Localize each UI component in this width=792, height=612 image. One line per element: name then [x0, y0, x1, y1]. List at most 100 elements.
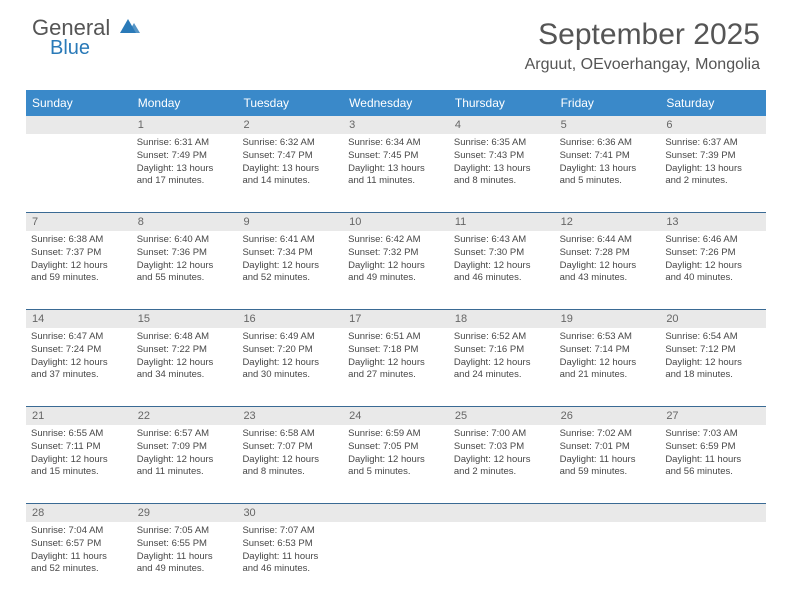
day-number: 5 [555, 116, 661, 134]
day-info-line: Sunset: 7:36 PM [137, 247, 233, 260]
day-number: 24 [343, 407, 449, 425]
day-info-line: Sunrise: 7:00 AM [454, 428, 550, 441]
day-info-line: Sunrise: 7:04 AM [31, 525, 127, 538]
day-cell: Sunrise: 6:40 AMSunset: 7:36 PMDaylight:… [132, 231, 238, 309]
day-number: 17 [343, 310, 449, 328]
day-info-line: Sunrise: 6:48 AM [137, 331, 233, 344]
day-info-line: Sunset: 7:07 PM [242, 441, 338, 454]
day-info-line: Sunset: 6:57 PM [31, 538, 127, 551]
day-cell: Sunrise: 6:55 AMSunset: 7:11 PMDaylight:… [26, 425, 132, 503]
day-number: 8 [132, 213, 238, 231]
day-info-line: Daylight: 12 hours [665, 357, 761, 370]
day-info-line: Daylight: 12 hours [31, 357, 127, 370]
day-header-cell: Wednesday [343, 90, 449, 116]
day-info-line: Sunset: 7:20 PM [242, 344, 338, 357]
day-info-line: Daylight: 12 hours [348, 260, 444, 273]
day-info-line: Sunset: 7:05 PM [348, 441, 444, 454]
day-number [660, 504, 766, 522]
day-info-line: Daylight: 13 hours [560, 163, 656, 176]
day-header-cell: Saturday [660, 90, 766, 116]
day-info-line: Sunset: 7:43 PM [454, 150, 550, 163]
day-info-line: Sunrise: 6:46 AM [665, 234, 761, 247]
day-cell: Sunrise: 6:47 AMSunset: 7:24 PMDaylight:… [26, 328, 132, 406]
day-number: 2 [237, 116, 343, 134]
day-info-line: Daylight: 13 hours [348, 163, 444, 176]
day-number: 23 [237, 407, 343, 425]
day-info-line: Sunrise: 6:58 AM [242, 428, 338, 441]
day-number [555, 504, 661, 522]
day-info-line: Daylight: 12 hours [137, 260, 233, 273]
calendar: SundayMondayTuesdayWednesdayThursdayFrid… [26, 90, 766, 600]
day-cell: Sunrise: 6:48 AMSunset: 7:22 PMDaylight:… [132, 328, 238, 406]
day-number: 6 [660, 116, 766, 134]
day-info-line: Daylight: 12 hours [242, 454, 338, 467]
day-info-line: Sunset: 7:11 PM [31, 441, 127, 454]
day-info-line: Sunrise: 6:54 AM [665, 331, 761, 344]
day-info-line: Sunset: 7:22 PM [137, 344, 233, 357]
day-cell [660, 522, 766, 600]
day-number: 10 [343, 213, 449, 231]
day-info-line: Sunset: 7:49 PM [137, 150, 233, 163]
day-number: 20 [660, 310, 766, 328]
day-cell: Sunrise: 6:42 AMSunset: 7:32 PMDaylight:… [343, 231, 449, 309]
day-info-line: and 52 minutes. [242, 272, 338, 285]
day-info-line: Sunset: 7:37 PM [31, 247, 127, 260]
day-info-line: Sunset: 7:28 PM [560, 247, 656, 260]
day-cell: Sunrise: 7:05 AMSunset: 6:55 PMDaylight:… [132, 522, 238, 600]
day-cell [449, 522, 555, 600]
day-info-line: and 8 minutes. [242, 466, 338, 479]
day-info-line: and 11 minutes. [137, 466, 233, 479]
day-info-line: Daylight: 13 hours [454, 163, 550, 176]
day-info-line: and 17 minutes. [137, 175, 233, 188]
day-info-line: and 18 minutes. [665, 369, 761, 382]
day-cell: Sunrise: 7:04 AMSunset: 6:57 PMDaylight:… [26, 522, 132, 600]
day-info-line: Daylight: 11 hours [31, 551, 127, 564]
day-info-line: Daylight: 12 hours [242, 260, 338, 273]
day-cell: Sunrise: 6:53 AMSunset: 7:14 PMDaylight:… [555, 328, 661, 406]
day-info-line: Daylight: 12 hours [31, 260, 127, 273]
day-number: 26 [555, 407, 661, 425]
day-cell: Sunrise: 6:57 AMSunset: 7:09 PMDaylight:… [132, 425, 238, 503]
day-info-line: Sunset: 6:53 PM [242, 538, 338, 551]
day-number: 3 [343, 116, 449, 134]
day-info-line: Sunrise: 6:31 AM [137, 137, 233, 150]
day-info-line: Daylight: 12 hours [665, 260, 761, 273]
day-info-line: and 59 minutes. [31, 272, 127, 285]
day-info-line: Sunset: 7:32 PM [348, 247, 444, 260]
day-cell: Sunrise: 7:03 AMSunset: 6:59 PMDaylight:… [660, 425, 766, 503]
day-header-cell: Thursday [449, 90, 555, 116]
location-text: Arguut, OEvoerhangay, Mongolia [525, 56, 760, 74]
brand-logo: General Blue [32, 18, 140, 58]
day-info-line: Sunrise: 7:07 AM [242, 525, 338, 538]
day-number: 27 [660, 407, 766, 425]
day-info-line: Sunrise: 6:37 AM [665, 137, 761, 150]
day-info-line: Sunset: 7:16 PM [454, 344, 550, 357]
day-cell: Sunrise: 7:02 AMSunset: 7:01 PMDaylight:… [555, 425, 661, 503]
day-number-row: 14151617181920 [26, 310, 766, 328]
day-header-row: SundayMondayTuesdayWednesdayThursdayFrid… [26, 90, 766, 116]
day-info-line: Sunrise: 6:49 AM [242, 331, 338, 344]
day-info-line: Daylight: 11 hours [137, 551, 233, 564]
day-number: 19 [555, 310, 661, 328]
day-info-line: and 52 minutes. [31, 563, 127, 576]
day-info-line: Sunrise: 6:42 AM [348, 234, 444, 247]
day-number: 29 [132, 504, 238, 522]
day-info-line: Sunset: 7:41 PM [560, 150, 656, 163]
day-info-line: Daylight: 12 hours [242, 357, 338, 370]
day-cell: Sunrise: 6:38 AMSunset: 7:37 PMDaylight:… [26, 231, 132, 309]
day-number: 14 [26, 310, 132, 328]
day-cell: Sunrise: 6:59 AMSunset: 7:05 PMDaylight:… [343, 425, 449, 503]
day-info-line: Sunrise: 6:47 AM [31, 331, 127, 344]
day-info-line: and 15 minutes. [31, 466, 127, 479]
day-number [343, 504, 449, 522]
day-info-line: Daylight: 12 hours [348, 357, 444, 370]
day-cell: Sunrise: 6:58 AMSunset: 7:07 PMDaylight:… [237, 425, 343, 503]
day-cell: Sunrise: 6:37 AMSunset: 7:39 PMDaylight:… [660, 134, 766, 212]
brand-name-2: Blue [50, 39, 140, 58]
day-info-line: Sunrise: 6:43 AM [454, 234, 550, 247]
day-info-line: Daylight: 12 hours [31, 454, 127, 467]
day-number: 22 [132, 407, 238, 425]
day-info-line: and 5 minutes. [560, 175, 656, 188]
day-info-line: and 56 minutes. [665, 466, 761, 479]
day-info-line: Daylight: 12 hours [560, 260, 656, 273]
